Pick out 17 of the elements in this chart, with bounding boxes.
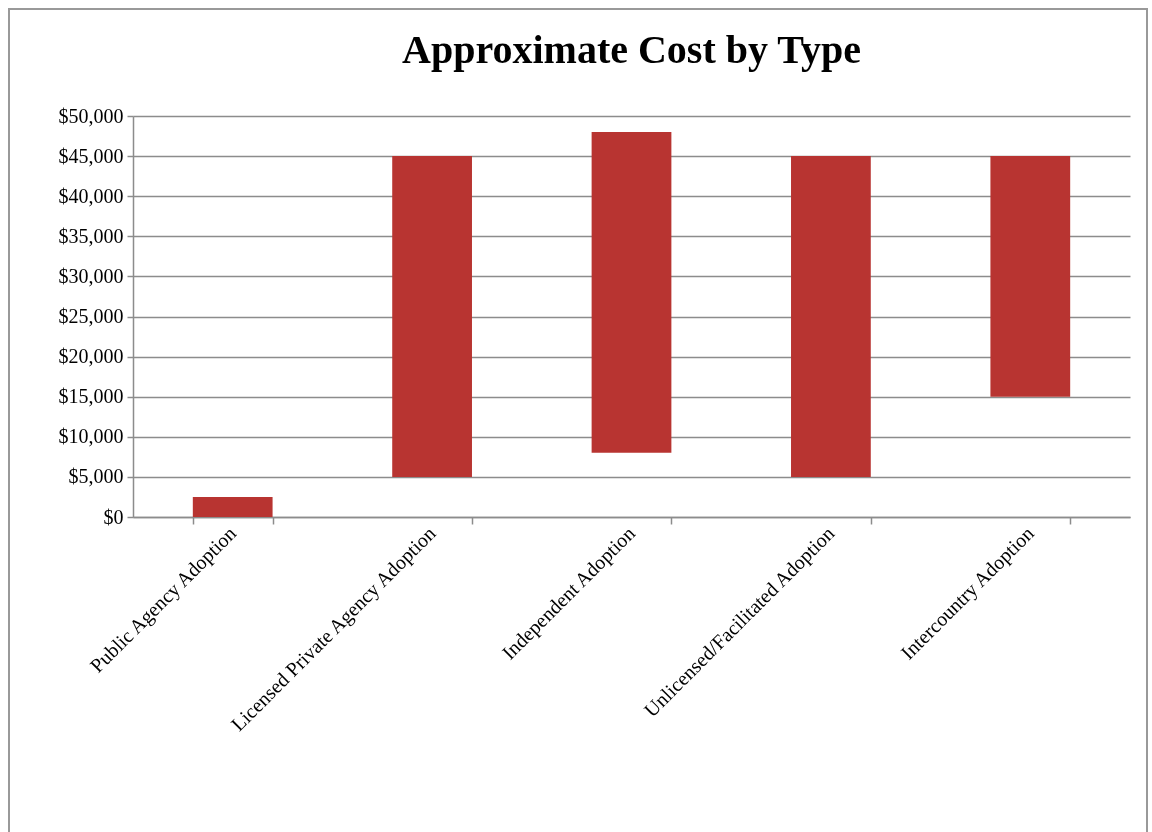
bar: [392, 156, 472, 477]
bar: [791, 156, 871, 477]
y-tick-label: $40,000: [58, 184, 124, 207]
y-tick-label: $35,000: [58, 224, 124, 247]
chart-title: Approximate Cost by Type: [402, 27, 861, 72]
y-tick-label: $30,000: [58, 264, 124, 287]
bar: [591, 132, 672, 453]
y-tick-label: $5,000: [68, 465, 124, 488]
y-tick-label: $20,000: [58, 345, 124, 368]
bar: [990, 156, 1071, 397]
y-tick-label: $45,000: [58, 144, 124, 167]
y-tick-label: $15,000: [58, 385, 124, 408]
y-tick-label: $10,000: [58, 425, 124, 448]
y-tick-label: $25,000: [58, 305, 124, 327]
y-tick-label: $0: [103, 505, 124, 528]
bar: [192, 496, 273, 517]
y-tick-label: $50,000: [58, 104, 124, 127]
